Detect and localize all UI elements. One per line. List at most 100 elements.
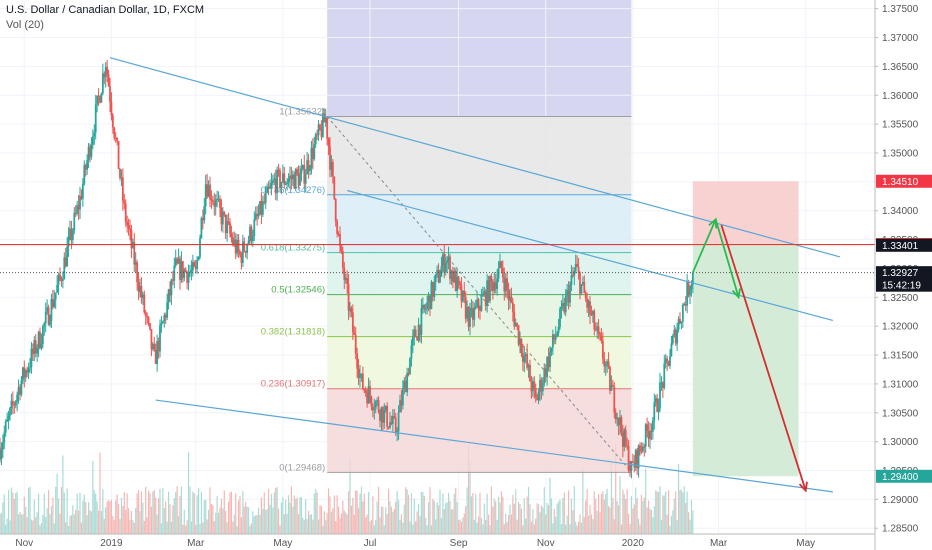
candle-body [549,352,551,368]
volume-bar [202,523,203,534]
volume-bar [659,486,660,534]
candle-body [129,228,131,230]
volume-bar [85,502,86,534]
candle-body [671,343,673,356]
volume-bar [58,498,59,534]
volume-bar [621,525,622,534]
volume-bar [374,525,375,534]
volume-bar [378,487,379,534]
volume-bar [577,526,578,534]
volume-bar [312,520,313,534]
volume-bar [209,487,210,534]
volume-bar [79,493,80,534]
volume-bar [421,492,422,534]
volume-bar [565,525,566,534]
volume-bar [205,500,206,534]
candle-body [118,141,120,169]
candle-body [162,321,164,323]
candle-body [228,221,230,223]
volume-bar [561,524,562,534]
volume-bar [314,494,315,534]
candle-body [3,433,5,443]
volume-bar [138,490,139,534]
volume-bar [591,514,592,534]
candle-body [581,284,583,293]
volume-bar [88,502,89,534]
volume-bar [475,494,476,534]
candle-body [2,442,4,449]
volume-bar [131,511,132,534]
volume-bar [414,499,415,534]
candle-body [335,199,337,221]
volume-bar [434,501,435,534]
volume-bar [509,505,510,534]
candle-body [122,177,124,200]
volume-bar [48,490,49,534]
volume-bar [635,487,636,534]
volume-bar [457,502,458,534]
candle-body [406,373,408,392]
candle-body [348,284,350,311]
volume-bar [307,519,308,534]
volume-bar [488,515,489,534]
volume-bar [625,499,626,534]
candle-body [412,336,414,345]
volume-bar [104,519,105,534]
volume-bar [628,513,629,534]
volume-bar [637,498,638,534]
candle-body [365,390,367,393]
volume-bar [109,502,110,534]
volume-bar [111,500,112,534]
volume-bar [251,523,252,534]
date-range-highlight [327,0,631,116]
volume-bar [244,507,245,534]
candle-body [336,221,338,234]
volume-bar [354,515,355,534]
volume-bar [455,488,456,534]
volume-bar [598,494,599,534]
volume-bar [522,525,523,534]
volume-bar [39,525,40,534]
volume-bar [95,494,96,534]
volume-bar [687,492,688,534]
volume-bar [338,507,339,534]
volume-bar [387,514,388,534]
volume-bar [424,496,425,534]
candle-body [362,374,364,389]
candle-body [395,418,397,433]
volume-bar [567,516,568,534]
candle-body [663,364,665,388]
volume-bar [682,492,683,534]
volume-bar [215,513,216,534]
volume-bar [337,495,338,534]
volume-bar [54,523,55,534]
candle-body [56,285,58,293]
candle-body [191,270,193,272]
candle-body [585,293,587,298]
volume-bar [689,520,690,534]
price-tick-label: 1.31500 [882,351,919,362]
price-tick-label: 1.36500 [882,62,919,73]
volume-bar [365,517,366,534]
candle-body [113,128,115,138]
candle-body [209,185,211,200]
volume-bar [149,493,150,534]
fib-band [327,389,631,473]
volume-bar [672,510,673,534]
volume-bar [277,487,278,534]
volume-bar [119,519,120,534]
volume-bar [412,524,413,534]
candle-body [21,380,23,394]
volume-bar [527,497,528,534]
volume-bar [474,520,475,534]
volume-bar [78,511,79,534]
volume-bar [494,499,495,534]
volume-bar [362,502,363,534]
volume-bar [261,498,262,534]
volume-bar [528,487,529,534]
volume-bar [204,500,205,534]
candle-body [533,381,535,388]
volume-bar [225,511,226,534]
volume-indicator-label[interactable]: Vol (20) [6,19,44,31]
